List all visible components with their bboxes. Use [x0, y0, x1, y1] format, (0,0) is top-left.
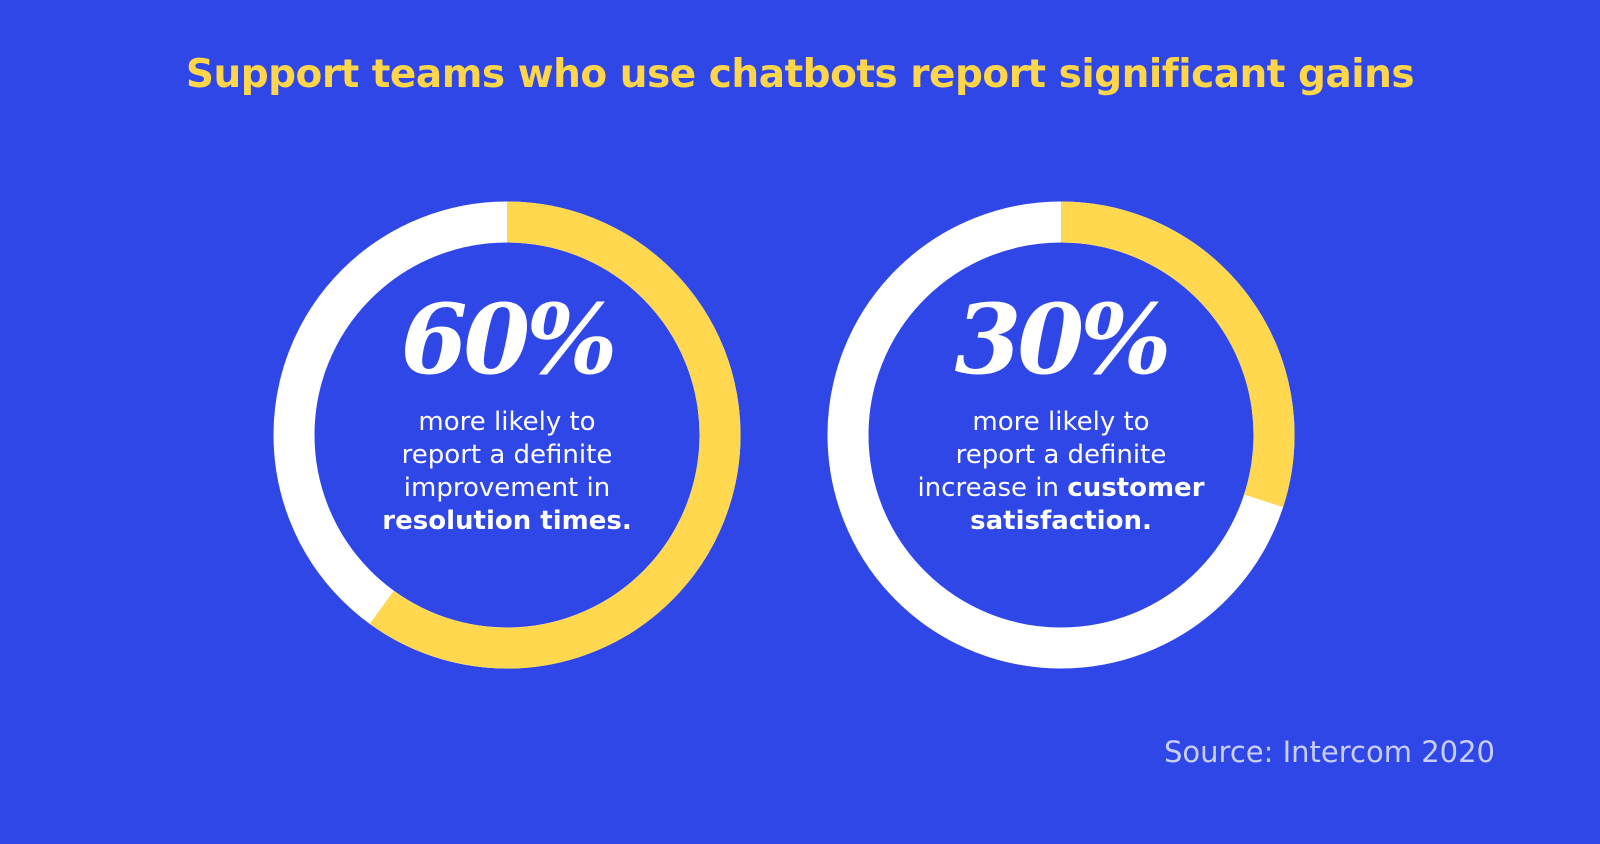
donut-svg	[273, 201, 741, 669]
donut-svg	[827, 201, 1295, 669]
desc-bold: resolution times.	[382, 506, 632, 536]
desc-line: increase in customer	[826, 472, 1296, 505]
desc-line: more likely to	[418, 407, 596, 437]
stat-description: more likely to report a definite increas…	[826, 406, 1296, 538]
desc-line: report a definite	[401, 440, 613, 470]
desc-line: more likely to	[972, 407, 1150, 437]
desc-bold: customer	[1067, 473, 1205, 503]
stat-value: 30%	[954, 283, 1172, 396]
stat-description: more likely to report a definite improve…	[272, 406, 742, 538]
chart-title: Support teams who use chatbots report si…	[185, 52, 1415, 97]
desc-line: report a definite	[955, 440, 1167, 470]
desc-bold: satisfaction.	[970, 506, 1152, 536]
desc-line: resolution times.	[272, 505, 742, 538]
desc-regular: increase in	[917, 473, 1068, 503]
stat-value: 60%	[400, 283, 618, 396]
donut-value-arc	[369, 201, 741, 669]
donut-chart-resolution: 60% more likely to report a definite imp…	[272, 200, 742, 670]
desc-line: satisfaction.	[826, 505, 1296, 538]
desc-line: improvement in	[403, 473, 611, 503]
source-note: Source: Intercom 2020	[1164, 735, 1495, 769]
donut-chart-satisfaction: 30% more likely to report a definite inc…	[826, 200, 1296, 670]
donut-value-arc	[1060, 201, 1295, 508]
